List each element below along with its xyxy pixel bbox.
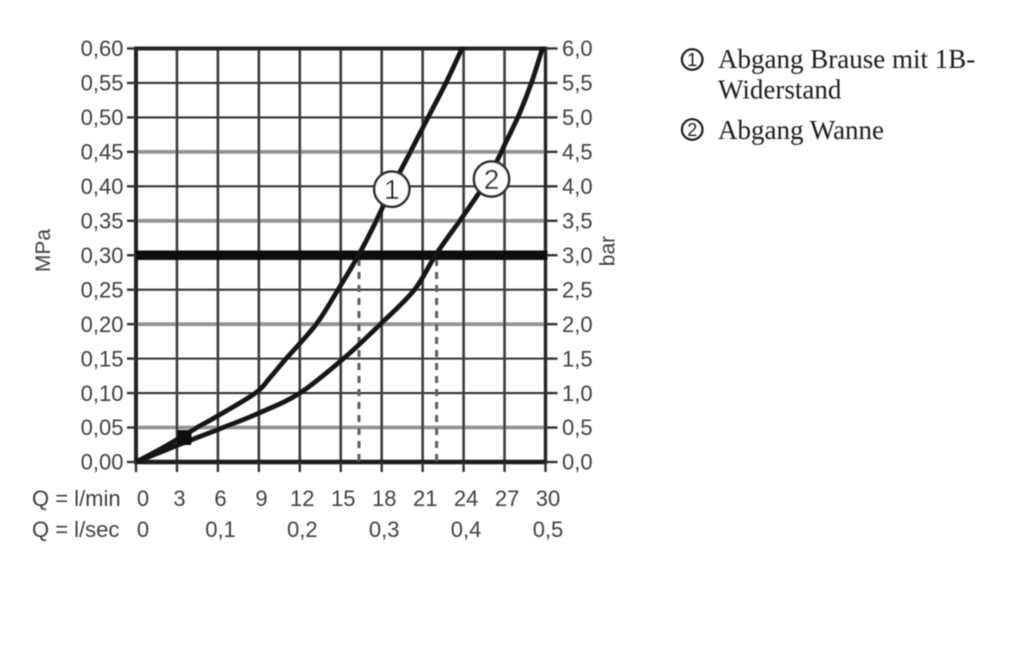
svg-text:12: 12 — [290, 486, 314, 511]
svg-text:Abgang Wanne: Abgang Wanne — [718, 115, 884, 145]
svg-text:bar: bar — [597, 236, 620, 266]
svg-text:1: 1 — [384, 174, 400, 205]
svg-text:Widerstand: Widerstand — [718, 75, 842, 105]
svg-text:5,0: 5,0 — [562, 105, 593, 130]
svg-text:0,1: 0,1 — [205, 517, 236, 542]
svg-text:0,50: 0,50 — [81, 105, 124, 130]
svg-text:0,40: 0,40 — [81, 174, 124, 199]
svg-text:1,0: 1,0 — [562, 381, 593, 406]
svg-text:0,25: 0,25 — [81, 277, 124, 302]
svg-text:18: 18 — [372, 486, 396, 511]
svg-text:6: 6 — [214, 486, 226, 511]
svg-text:3,5: 3,5 — [562, 209, 593, 234]
svg-text:2: 2 — [484, 164, 500, 195]
svg-text:Q = l/min: Q = l/min — [32, 486, 121, 511]
svg-text:9: 9 — [255, 486, 267, 511]
svg-text:4,5: 4,5 — [562, 140, 593, 165]
svg-text:2,0: 2,0 — [562, 312, 593, 337]
svg-text:0: 0 — [137, 517, 149, 542]
svg-text:27: 27 — [495, 486, 519, 511]
svg-text:3,0: 3,0 — [562, 243, 593, 268]
svg-text:0,20: 0,20 — [81, 312, 124, 337]
svg-text:0,3: 0,3 — [369, 517, 400, 542]
svg-text:4,0: 4,0 — [562, 174, 593, 199]
svg-text:0,45: 0,45 — [81, 140, 124, 165]
svg-text:0: 0 — [137, 486, 149, 511]
svg-text:3: 3 — [173, 486, 185, 511]
svg-text:2: 2 — [687, 120, 697, 140]
svg-text:0,60: 0,60 — [81, 36, 124, 61]
svg-text:24: 24 — [454, 486, 478, 511]
svg-text:0,0: 0,0 — [562, 450, 593, 475]
svg-text:5,5: 5,5 — [562, 71, 593, 96]
svg-text:0,00: 0,00 — [81, 450, 124, 475]
svg-text:0,5: 0,5 — [562, 415, 593, 440]
svg-text:MPa: MPa — [32, 229, 55, 273]
svg-text:0,15: 0,15 — [81, 346, 124, 371]
svg-text:15: 15 — [331, 486, 355, 511]
svg-text:Q = l/sec: Q = l/sec — [32, 517, 119, 542]
svg-text:1,5: 1,5 — [562, 346, 593, 371]
svg-text:1: 1 — [687, 50, 697, 70]
svg-text:0,30: 0,30 — [81, 243, 124, 268]
svg-text:0,35: 0,35 — [81, 209, 124, 234]
svg-text:0,4: 0,4 — [451, 517, 482, 542]
svg-text:0,55: 0,55 — [81, 71, 124, 96]
svg-text:2,5: 2,5 — [562, 277, 593, 302]
svg-text:30: 30 — [536, 486, 560, 511]
svg-text:6,0: 6,0 — [562, 36, 593, 61]
svg-text:0,05: 0,05 — [81, 415, 124, 440]
svg-text:0,10: 0,10 — [81, 381, 124, 406]
svg-text:21: 21 — [413, 486, 437, 511]
svg-text:Abgang Brause mit 1B-: Abgang Brause mit 1B- — [718, 44, 975, 74]
svg-text:0,5: 0,5 — [533, 517, 564, 542]
svg-text:0,2: 0,2 — [287, 517, 318, 542]
